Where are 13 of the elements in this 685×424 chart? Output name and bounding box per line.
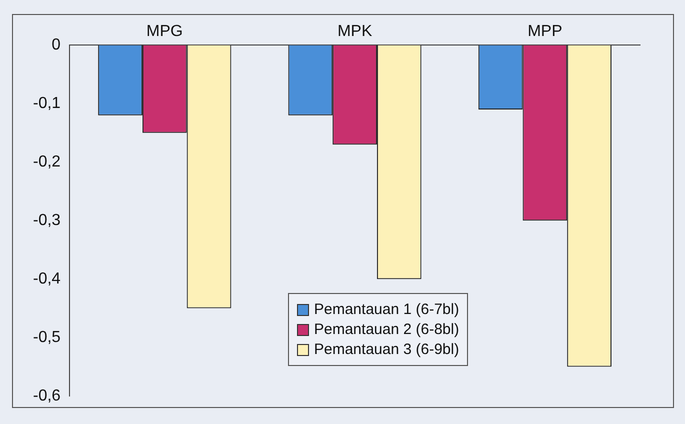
y-tick-label: -0,2	[32, 154, 61, 171]
y-tick-label: -0,3	[32, 212, 61, 230]
x-tick-label: MPG	[146, 23, 183, 40]
x-tick-label: MPK	[337, 23, 372, 40]
x-tick-label: MPP	[528, 23, 562, 40]
legend-label: Pemantauan 1 (6-7bl)	[314, 301, 460, 318]
y-tick-label: -0,1	[32, 95, 61, 112]
y-tick-label: -0,5	[32, 328, 61, 346]
legend-label: Pemantauan 2 (6-8bl)	[314, 321, 460, 338]
y-tick-label: -0,4	[32, 270, 61, 288]
legend-label: Pemantauan 3 (6-9bl)	[314, 341, 460, 358]
y-tick-label: -0,6	[32, 387, 61, 404]
y-tick-label: 0	[52, 36, 61, 54]
